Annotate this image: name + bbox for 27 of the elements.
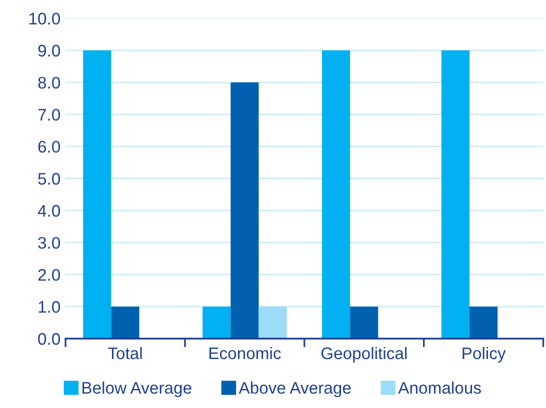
bar xyxy=(83,50,112,339)
y-tick-label: 8.0 xyxy=(38,76,60,89)
y-tick-label: 7.0 xyxy=(38,108,60,121)
y-tick-label: 3.0 xyxy=(38,236,60,249)
bar xyxy=(470,306,498,339)
bar xyxy=(322,50,350,339)
y-tick-label: 0.0 xyxy=(38,333,60,345)
bar xyxy=(441,50,470,339)
y-tick-label: 5.0 xyxy=(38,172,60,185)
legend-label: Above Average xyxy=(238,382,351,398)
bar xyxy=(111,306,140,339)
legend-label: Below Average xyxy=(82,382,192,398)
y-tick-label: 1.0 xyxy=(38,301,60,313)
bar xyxy=(202,306,231,339)
y-tick-label: 10.0 xyxy=(29,12,60,25)
legend-label: Anomalous xyxy=(398,382,481,394)
y-tick-label: 6.0 xyxy=(38,140,60,153)
y-tick-label: 4.0 xyxy=(38,204,60,217)
bar xyxy=(258,306,287,339)
x-tick-label: Geopolitical xyxy=(321,346,407,363)
x-tick-label: Economic xyxy=(209,346,281,360)
y-tick-label: 9.0 xyxy=(38,44,60,57)
y-tick-label: 2.0 xyxy=(38,268,60,281)
x-tick-label: Total xyxy=(108,346,142,360)
bar xyxy=(230,82,259,339)
x-tick-label: Policy xyxy=(462,346,506,363)
bar xyxy=(350,306,378,339)
